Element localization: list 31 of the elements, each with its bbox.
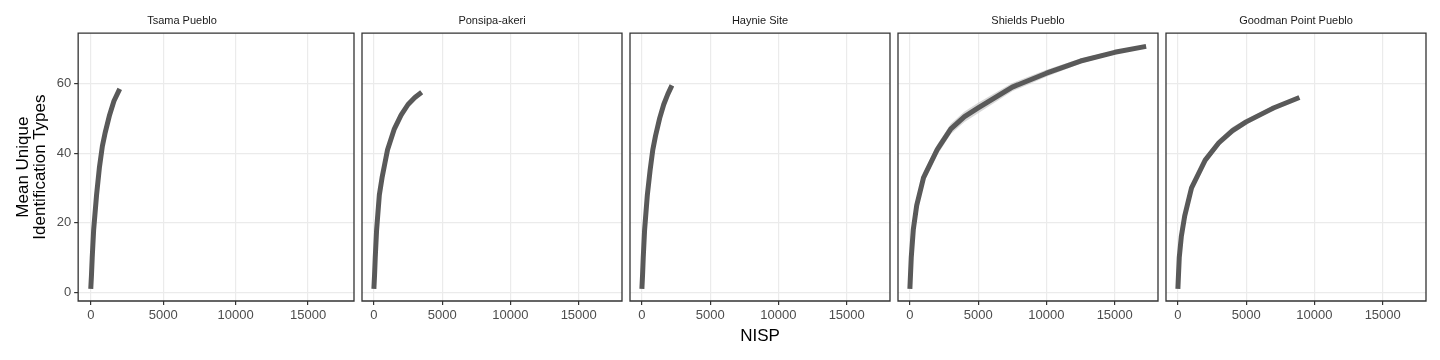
x-tick-label: 0: [638, 307, 646, 323]
x-tick-label: 0: [1174, 307, 1182, 323]
x-tick-label: 15000: [560, 307, 597, 323]
x-axis-title: NISP: [740, 326, 780, 346]
x-tick-label: 5000: [1231, 307, 1261, 323]
chart-title: Goodman Point Pueblo: [1239, 13, 1353, 26]
x-tick-label: 5000: [963, 307, 993, 323]
x-tick-label: 0: [87, 307, 95, 323]
x-tick-label: 10000: [217, 307, 254, 323]
y-axis-title: Mean Unique Identification Types: [12, 94, 50, 240]
x-tick-label: 5000: [427, 307, 457, 323]
x-tick-label: 15000: [828, 307, 865, 323]
x-tick-label: 5000: [148, 307, 178, 323]
y-tick-label: 40: [56, 144, 72, 160]
x-tick-label: 0: [906, 307, 914, 323]
chart-title: Tsama Pueblo: [147, 13, 217, 26]
chart-title: Haynie Site: [731, 13, 789, 26]
y-tick-label: 20: [56, 214, 72, 230]
chart-title: Ponsipa-akeri: [458, 13, 526, 26]
x-tick-label: 10000: [1028, 307, 1065, 323]
y-tick-label: 60: [56, 75, 72, 91]
x-tick-label: 15000: [1096, 307, 1133, 323]
x-tick-label: 10000: [492, 307, 529, 323]
y-tick-label: 0: [63, 283, 72, 299]
x-tick-label: 5000: [695, 307, 725, 323]
x-tick-label: 15000: [1364, 307, 1401, 323]
x-tick-label: 10000: [760, 307, 797, 323]
x-tick-label: 15000: [290, 307, 327, 323]
x-tick-label: 0: [370, 307, 378, 323]
x-tick-label: 10000: [1296, 307, 1333, 323]
chart-title: Shields Pueblo: [991, 13, 1065, 26]
